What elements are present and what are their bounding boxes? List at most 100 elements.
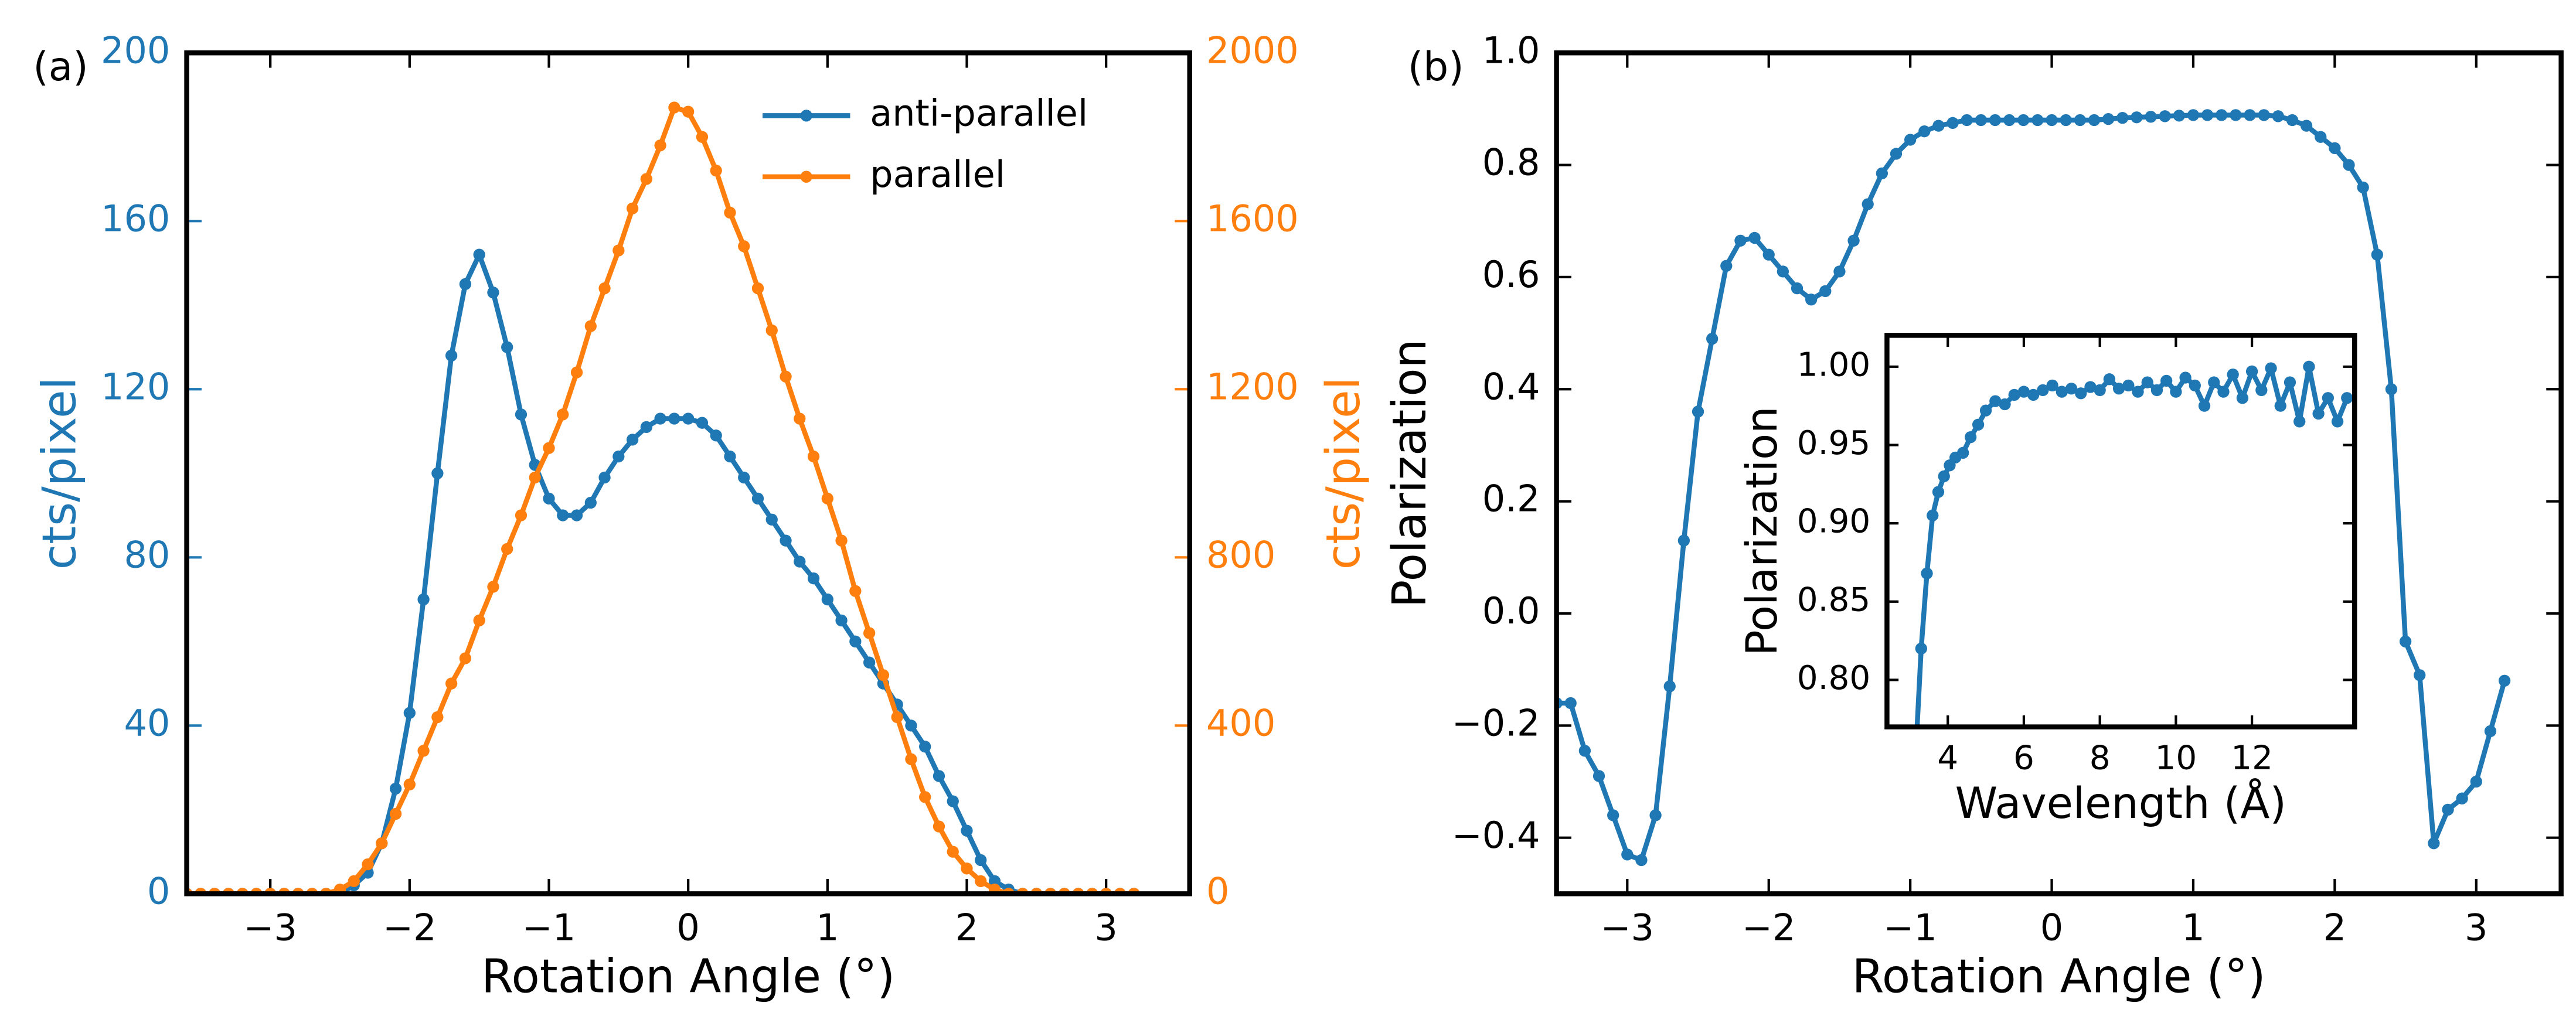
data-point <box>1989 395 2002 407</box>
data-point <box>2217 386 2230 398</box>
x-tick-label: 3 <box>2465 906 2487 949</box>
data-point <box>2315 131 2327 143</box>
data-point <box>1915 642 1927 655</box>
data-point <box>1762 248 1775 261</box>
data-point <box>807 572 820 585</box>
data-point <box>849 585 862 597</box>
series-group <box>1556 109 2511 867</box>
legend-marker <box>800 171 812 183</box>
data-point <box>2031 114 2044 127</box>
data-point <box>2017 114 2030 127</box>
data-point <box>2303 360 2315 373</box>
x-axis-label: Wavelength (Å) <box>1955 778 2286 829</box>
data-point <box>2442 803 2454 816</box>
y-axis-label: Polarization <box>1737 406 1787 656</box>
y-tick-label: 0.6 <box>1482 253 1540 296</box>
data-point <box>933 820 945 833</box>
data-point <box>2244 109 2256 121</box>
x-axis-label: Rotation Angle (°) <box>1852 949 2266 1003</box>
x-tick-label: −1 <box>522 906 576 949</box>
data-point <box>543 492 555 504</box>
data-point <box>2286 114 2299 127</box>
data-point <box>654 412 666 425</box>
x-axis-label: Rotation Angle (°) <box>481 949 895 1003</box>
data-point <box>877 669 890 681</box>
data-point <box>584 320 597 332</box>
data-point <box>738 471 750 484</box>
legend-marker <box>800 110 812 122</box>
plot-frame <box>1884 333 2357 729</box>
data-point <box>1578 745 1591 757</box>
data-point <box>2170 386 2182 398</box>
y-tick-label: 0.2 <box>1482 478 1540 520</box>
data-point <box>2187 109 2200 121</box>
data-point <box>487 581 499 593</box>
plot-frame <box>184 50 1192 896</box>
data-point <box>905 753 917 765</box>
data-point <box>682 105 695 118</box>
data-point <box>2132 386 2144 398</box>
data-point <box>2255 384 2268 397</box>
data-point <box>1932 486 1945 498</box>
data-point <box>2141 376 2153 388</box>
x-tick-label: 0 <box>2040 906 2063 949</box>
data-point <box>2112 383 2125 395</box>
data-point <box>557 408 569 421</box>
data-point <box>431 711 444 724</box>
data-point <box>2414 669 2426 681</box>
data-point <box>2084 381 2097 393</box>
data-point <box>2046 379 2058 392</box>
x-tick-label: 2 <box>2323 906 2346 949</box>
data-point <box>2056 386 2068 398</box>
data-point <box>501 341 513 353</box>
data-point <box>947 795 959 807</box>
panel-label: (a) <box>33 43 88 90</box>
data-point <box>1791 282 1803 295</box>
data-point <box>501 543 513 555</box>
data-point <box>417 593 430 606</box>
data-point <box>473 614 485 627</box>
x-tick-label: 1 <box>2182 906 2204 949</box>
data-point <box>2074 114 2086 127</box>
x-tick-label: 8 <box>2090 739 2111 778</box>
chart-panel: 4 6 8 10 12 0.80 0.85 0.90 0.95 1.00 Wavelength (Å… <box>1737 333 2357 829</box>
data-point <box>2300 120 2313 132</box>
data-point <box>2131 111 2143 124</box>
y-axis-label: cts/pixel <box>33 377 87 570</box>
y-tick-label: 0.90 <box>1797 503 1871 541</box>
data-point <box>2245 365 2258 377</box>
data-point <box>2216 109 2228 121</box>
data-point <box>2065 383 2078 395</box>
data-point <box>2293 415 2306 428</box>
data-point <box>2258 109 2270 121</box>
y2-tick-label: 1200 <box>1206 365 1299 408</box>
x-tick-label: 10 <box>2155 739 2197 778</box>
data-point <box>1592 770 1605 782</box>
data-point <box>2236 392 2249 404</box>
data-point <box>961 824 973 837</box>
data-point <box>975 854 987 867</box>
y-tick-label: 0.95 <box>1797 424 1871 462</box>
data-point <box>821 492 833 504</box>
data-point <box>2312 407 2325 420</box>
data-point <box>459 652 472 664</box>
data-point <box>696 131 709 143</box>
data-point <box>2371 248 2383 261</box>
data-point <box>1777 265 1789 278</box>
data-point <box>682 412 695 425</box>
data-point <box>710 164 722 177</box>
x-tick-label: 1 <box>816 906 839 949</box>
data-point <box>1819 285 1832 297</box>
data-point <box>2037 384 2049 397</box>
y-tick-label: −0.4 <box>1452 814 1540 857</box>
x-tick-label: 2 <box>955 906 978 949</box>
data-point <box>2201 109 2214 121</box>
data-point <box>1921 567 1933 579</box>
data-point <box>584 496 597 509</box>
data-point <box>780 370 792 383</box>
data-point <box>1890 148 1903 160</box>
data-point <box>2179 371 2192 384</box>
data-point <box>598 282 611 295</box>
data-point <box>2343 159 2355 171</box>
